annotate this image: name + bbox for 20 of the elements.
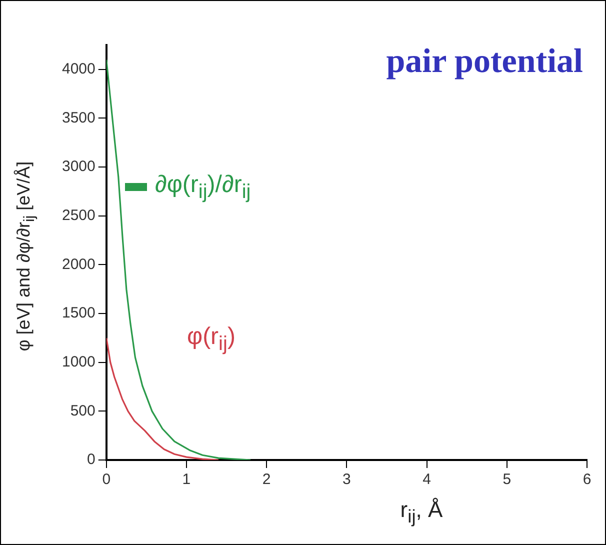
y-tick-label: 4000 [62, 60, 96, 78]
x-tick-label: 1 [182, 471, 191, 488]
y-tick-label: 2500 [62, 207, 96, 224]
x-tick-label: 0 [102, 471, 111, 488]
x-axis-title: r$_{ij}$, Å [399, 497, 444, 528]
legend-label: ∂φ(r$_{ij}$)/∂r$_{ij}$ [155, 171, 251, 204]
y-tick-label: 3000 [62, 158, 96, 176]
y-tick-label: 1500 [62, 304, 96, 322]
x-tick-label: 3 [342, 471, 351, 488]
y-tick-label: 1000 [62, 353, 96, 370]
x-tick-label: 4 [422, 471, 431, 488]
x-tick-label: 2 [262, 471, 271, 488]
x-tick-label: 5 [502, 471, 512, 488]
y-tick-label: 3500 [62, 109, 96, 126]
y-tick-label: 0 [87, 451, 96, 468]
y-tick-label: 500 [70, 402, 96, 420]
y-tick-label: 2000 [62, 256, 96, 273]
x-tick-label: 6 [582, 471, 592, 488]
chart-title: pair potential [386, 43, 583, 81]
text: φ(r$_{ij}$) [187, 323, 236, 356]
